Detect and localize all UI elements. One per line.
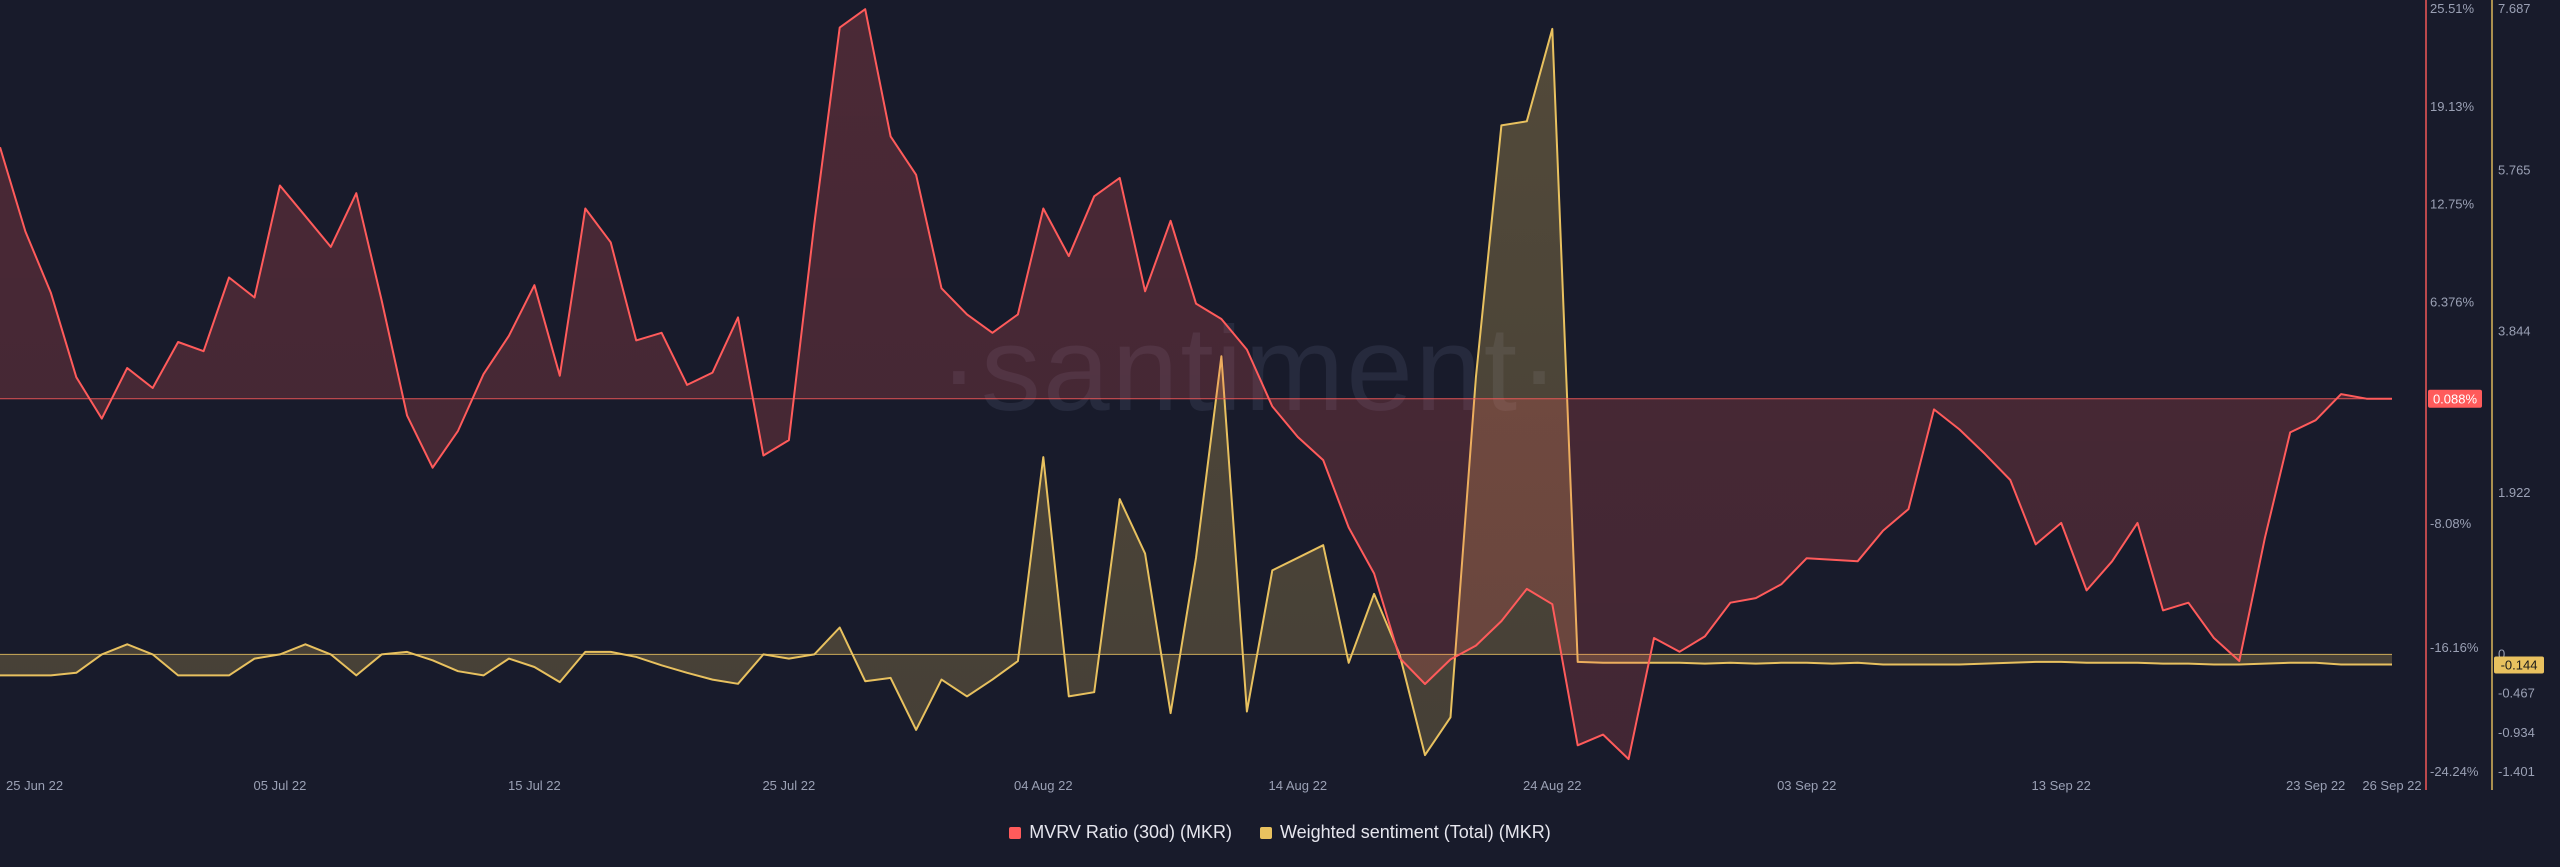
x-axis-tick-label: 03 Sep 22 <box>1777 778 1836 793</box>
right-axis-tick-label: 5.765 <box>2498 162 2531 177</box>
sentiment-current-value: -0.144 <box>2501 657 2538 672</box>
x-axis-tick-label: 25 Jul 22 <box>762 778 815 793</box>
x-axis-tick-label: 15 Jul 22 <box>508 778 561 793</box>
x-axis-tick-label: 25 Jun 22 <box>6 778 63 793</box>
right-axis-tick-label: 7.687 <box>2498 1 2531 16</box>
left-axis-tick-label: -16.16% <box>2430 640 2479 655</box>
x-axis-tick-label: 13 Sep 22 <box>2032 778 2091 793</box>
left-axis-tick-label: 19.13% <box>2430 99 2475 114</box>
left-axis-tick-label: -8.08% <box>2430 516 2472 531</box>
chart-svg: ·santiment·25.51%19.13%12.75%6.376%-8.08… <box>0 0 2544 793</box>
legend: MVRV Ratio (30d) (MKR) Weighted sentimen… <box>0 822 2560 843</box>
left-axis-tick-label: 25.51% <box>2430 1 2475 16</box>
left-axis-tick-label: 6.376% <box>2430 294 2475 309</box>
right-axis-tick-label: 1.922 <box>2498 485 2531 500</box>
right-axis-tick-label: -0.934 <box>2498 725 2535 740</box>
mvrv-current-badge <box>2428 389 2482 408</box>
legend-swatch-mvrv <box>1009 826 1022 839</box>
x-axis-tick-label: 04 Aug 22 <box>1014 778 1073 793</box>
right-axis-tick-label: -0.467 <box>2498 686 2535 701</box>
right-axis-tick-label: 3.844 <box>2498 324 2531 339</box>
series-line-sentiment <box>0 27 2392 757</box>
legend-item-sentiment[interactable]: Weighted sentiment (Total) (MKR) <box>1259 822 1551 843</box>
x-axis-tick-label: 14 Aug 22 <box>1269 778 1328 793</box>
legend-item-mvrv[interactable]: MVRV Ratio (30d) (MKR) <box>1009 822 1232 843</box>
legend-swatch-sentiment <box>1259 826 1272 839</box>
right-axis-tick-label: -1.401 <box>2498 764 2535 779</box>
legend-label-sentiment: Weighted sentiment (Total) (MKR) <box>1279 822 1551 842</box>
mvrv-current-value: 0.088% <box>2433 392 2478 407</box>
x-axis-tick-label: 24 Aug 22 <box>1523 778 1582 793</box>
left-axis-tick-label: 12.75% <box>2430 197 2475 212</box>
series-line-mvrv <box>0 8 2392 761</box>
x-axis-tick-label: 23 Sep 22 <box>2286 778 2345 793</box>
left-axis-tick-label: -24.24% <box>2430 764 2479 779</box>
legend-label-mvrv: MVRV Ratio (30d) (MKR) <box>1029 822 1232 842</box>
x-axis-tick-label: 05 Jul 22 <box>254 778 307 793</box>
series-area-sentiment <box>0 28 2392 756</box>
series-area-mvrv <box>0 9 2392 760</box>
sentiment-current-badge <box>2494 656 2544 674</box>
right-axis-tick-label: 0 <box>2498 646 2505 661</box>
x-axis-tick-label: 26 Sep 22 <box>2362 778 2421 793</box>
